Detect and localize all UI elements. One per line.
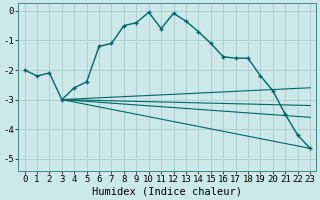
X-axis label: Humidex (Indice chaleur): Humidex (Indice chaleur) xyxy=(92,187,242,197)
